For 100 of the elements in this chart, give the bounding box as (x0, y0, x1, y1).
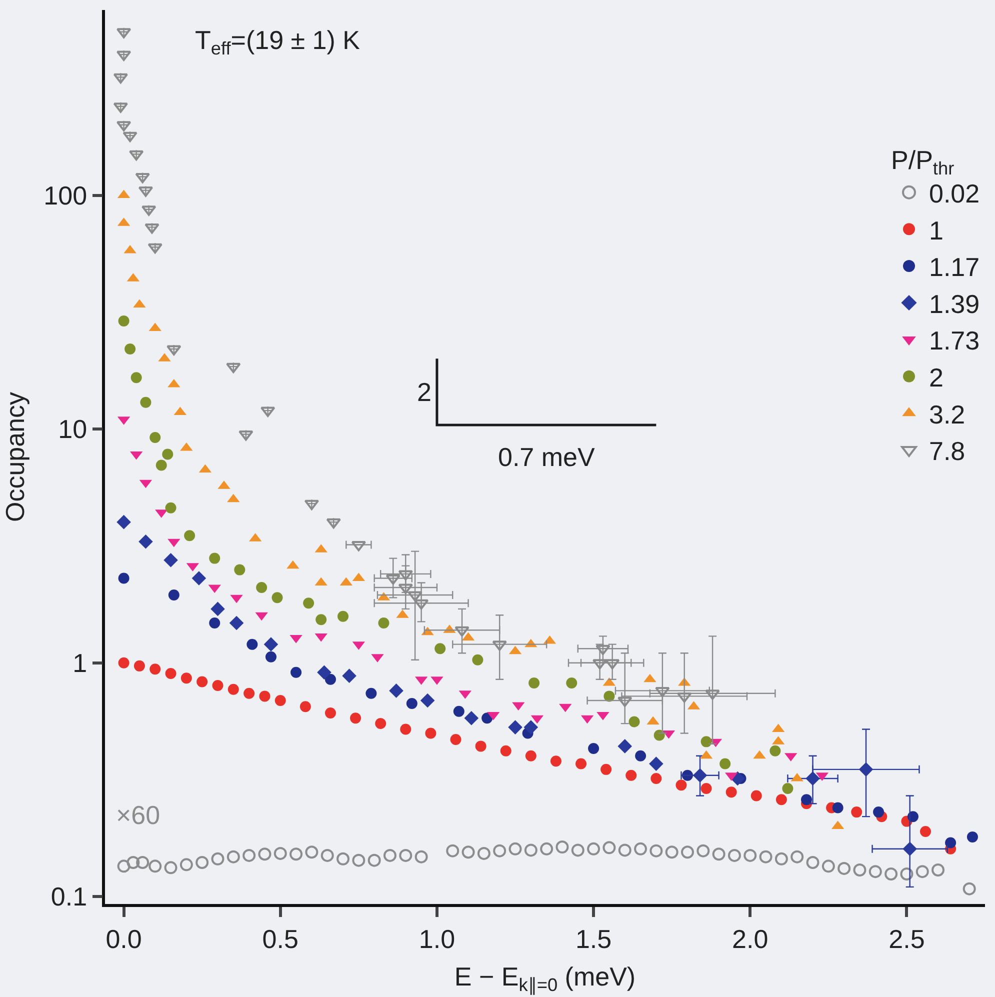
point (868, 865, 882, 878)
point (700, 736, 712, 748)
point (655, 686, 670, 698)
point (351, 540, 366, 552)
point (677, 692, 692, 703)
point (326, 518, 341, 529)
point (128, 150, 144, 161)
point (192, 571, 206, 586)
point (900, 867, 914, 880)
annotation: T$_{eff}$=(19 ± 1) K (195, 25, 361, 58)
point (212, 680, 224, 691)
point (649, 756, 664, 771)
point (196, 856, 209, 869)
point (317, 665, 332, 680)
point (853, 863, 866, 876)
point (475, 740, 486, 752)
x-tick-label: 0.0 (106, 924, 142, 954)
point (305, 846, 318, 859)
x-tick-label: 0.5 (262, 924, 298, 954)
point (399, 848, 412, 862)
point (336, 852, 350, 866)
point (272, 592, 283, 604)
annotation: 0.7 meV (498, 442, 596, 472)
x-axis-title: E − E$_{k∥=0}$ (meV) (454, 962, 636, 996)
point (454, 626, 470, 637)
point (692, 768, 708, 783)
point (759, 850, 772, 864)
point (744, 848, 757, 862)
point (148, 243, 162, 254)
point (180, 672, 192, 684)
point (124, 343, 136, 354)
point (650, 773, 662, 784)
point (600, 764, 612, 775)
point (540, 842, 554, 856)
point (464, 711, 479, 726)
point (211, 852, 224, 866)
point (246, 638, 258, 650)
legend-label: 1.17 (929, 252, 980, 282)
point (118, 315, 130, 326)
point (790, 850, 804, 864)
point (492, 640, 507, 651)
point (122, 132, 138, 142)
point (902, 842, 917, 856)
point (774, 852, 788, 866)
point (587, 842, 600, 856)
point (148, 860, 162, 873)
point (462, 846, 475, 859)
legend-label: 1.39 (929, 288, 980, 319)
point (604, 690, 615, 702)
point (696, 844, 710, 858)
point (400, 724, 412, 735)
legend-label: 1 (929, 215, 944, 246)
point (414, 599, 429, 610)
point (618, 739, 632, 754)
point (242, 848, 256, 862)
legend-title: P/P$_{thr}$ (891, 144, 954, 178)
point (408, 591, 422, 602)
y-tick-label: 10 (58, 414, 88, 444)
point (126, 856, 140, 869)
point (144, 223, 160, 234)
point (500, 745, 512, 756)
point (453, 706, 464, 717)
point (634, 842, 648, 856)
point (226, 362, 241, 374)
legend-label: 7.8 (929, 436, 966, 466)
point (324, 674, 336, 685)
point (389, 684, 404, 698)
point (776, 794, 787, 806)
point (130, 372, 142, 384)
point (366, 688, 377, 699)
point (966, 831, 978, 842)
point (472, 654, 484, 666)
x-tick-label: 2.5 (888, 924, 925, 954)
point (920, 826, 931, 837)
point (150, 664, 161, 675)
point (140, 396, 152, 408)
point (113, 73, 128, 84)
point (350, 712, 362, 724)
point (832, 802, 844, 814)
point (596, 644, 610, 656)
y-axis-title: Occupancy (0, 392, 30, 522)
point (524, 720, 538, 734)
point (210, 602, 225, 616)
point (229, 616, 244, 630)
legend-label: 3.2 (929, 399, 966, 430)
point (209, 618, 220, 629)
point (165, 668, 176, 680)
point (238, 430, 254, 441)
point (528, 677, 540, 688)
point (680, 846, 694, 859)
point (838, 862, 851, 875)
point (164, 552, 178, 568)
point (712, 848, 726, 861)
point (368, 854, 381, 867)
point (628, 716, 640, 728)
point (264, 637, 278, 652)
point (851, 806, 862, 818)
point (705, 690, 720, 700)
point (196, 676, 208, 688)
point (525, 750, 536, 762)
